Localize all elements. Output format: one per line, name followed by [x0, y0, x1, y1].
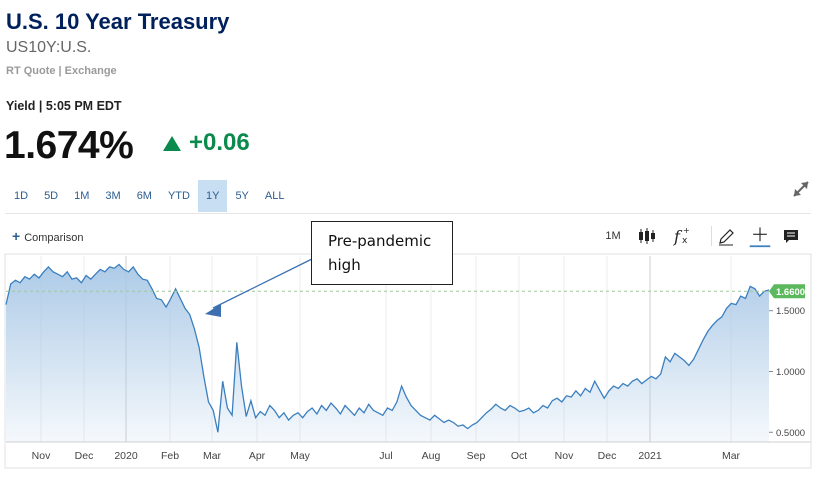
function-icon[interactable]: f x +	[671, 224, 693, 248]
x-tick-label: Feb	[161, 450, 179, 462]
header-divider	[5, 213, 811, 214]
x-tick-label: Apr	[249, 450, 266, 462]
range-1d[interactable]: 1D	[14, 190, 29, 202]
yield-change: +0.06	[163, 129, 250, 157]
interval-button[interactable]: 1M	[605, 230, 621, 242]
x-tick-label: Jul	[379, 450, 392, 462]
yield-change-value: +0.06	[189, 129, 250, 156]
current-value-tag: 1.6600	[769, 284, 805, 299]
pencil-icon[interactable]	[717, 224, 735, 248]
range-5y[interactable]: 5Y	[235, 190, 249, 202]
y-axis: 1.5000 1.0000 0.5000	[769, 306, 805, 439]
y-tick-label: 1.5000	[776, 306, 805, 317]
annotation-line-2: high	[328, 256, 361, 274]
comment-icon[interactable]	[782, 224, 800, 248]
x-tick-label: May	[290, 450, 311, 462]
y-tick-label: 0.5000	[776, 428, 805, 439]
crosshair-icon[interactable]	[745, 224, 775, 248]
yield-area	[6, 264, 769, 442]
range-ytd[interactable]: YTD	[167, 190, 190, 202]
quote-type-label: RT Quote | Exchange	[6, 65, 117, 77]
toolbar-separator	[711, 226, 712, 246]
comparison-button[interactable]: + Comparison	[12, 228, 84, 244]
annotation-callout: Pre-pandemic high	[311, 221, 453, 285]
x-tick-label: Sep	[467, 450, 486, 462]
range-5d[interactable]: 5D	[44, 190, 59, 202]
range-6m[interactable]: 6M	[136, 190, 152, 202]
svg-text:f: f	[673, 227, 683, 246]
current-value-text: 1.6600	[776, 287, 805, 298]
instrument-title: U.S. 10 Year Treasury	[6, 9, 230, 34]
instrument-symbol: US10Y:U.S.	[6, 39, 92, 56]
x-tick-label: Oct	[511, 450, 527, 462]
x-tick-label: Dec	[598, 450, 617, 462]
annotation-arrow-head	[205, 304, 221, 317]
svg-text:x: x	[682, 236, 688, 246]
svg-text:+: +	[683, 226, 690, 235]
x-tick-label: Nov	[555, 450, 574, 462]
range-selector: 1D 5D 1M 3M 6M YTD 1Y 5Y ALL	[6, 180, 292, 212]
y-tick-label: 1.0000	[776, 367, 805, 378]
candlestick-icon[interactable]	[637, 224, 657, 248]
x-tick-label: Nov	[32, 450, 51, 462]
range-3m[interactable]: 3M	[105, 190, 121, 202]
plus-icon: +	[12, 228, 21, 244]
comparison-label: Comparison	[24, 232, 84, 244]
x-axis: Nov Dec 2020 Feb Mar Apr May Jul Aug Sep Oct Nov Dec…	[32, 450, 741, 462]
expand-icon[interactable]	[790, 178, 812, 200]
annotation-arrow-line	[212, 255, 319, 309]
annotation-line-1: Pre-pandemic	[328, 232, 432, 250]
chart-toolbar: + Comparison 1M f x +	[5, 220, 811, 252]
current-value-badge	[769, 284, 805, 299]
up-arrow-icon	[163, 135, 181, 151]
x-tick-label: Dec	[75, 450, 94, 462]
yield-value: 1.674%	[4, 124, 134, 167]
x-tick-label: Mar	[722, 450, 741, 462]
x-tick-label: Mar	[203, 450, 222, 462]
x-tick-label: 2021	[638, 450, 662, 462]
x-tick-label: Aug	[422, 450, 441, 462]
range-1y[interactable]: 1Y	[197, 180, 228, 212]
yield-timestamp: Yield | 5:05 PM EDT	[6, 99, 122, 113]
range-1m[interactable]: 1M	[74, 190, 90, 202]
yield-line	[5, 263, 770, 433]
x-tick-label: 2020	[114, 450, 138, 462]
range-all[interactable]: ALL	[264, 190, 285, 202]
